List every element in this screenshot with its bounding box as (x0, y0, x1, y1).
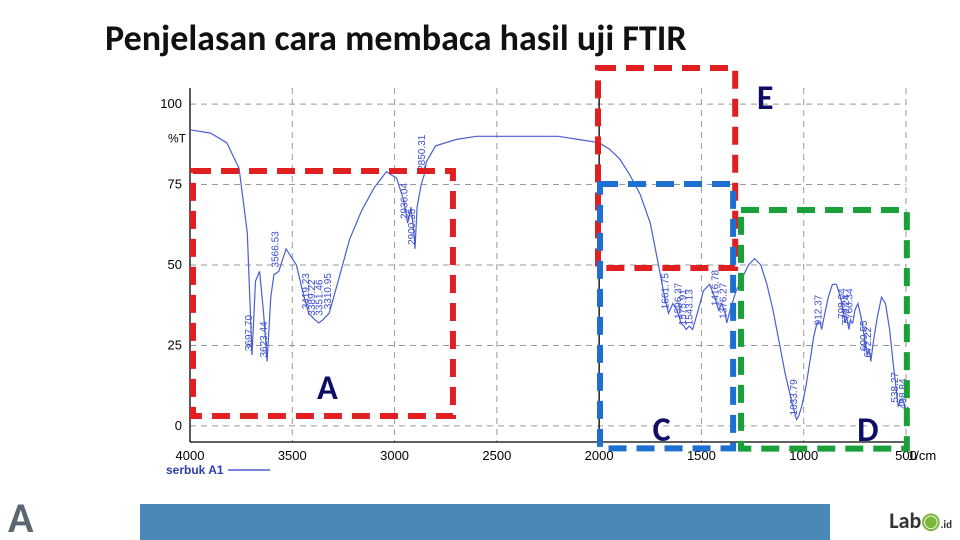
svg-text:4000: 4000 (176, 448, 205, 463)
region-label-E: E (757, 78, 774, 119)
svg-text:3500: 3500 (278, 448, 307, 463)
slide-title: Penjelasan cara membaca hasil uji FTIR (105, 16, 925, 60)
svg-text:0: 0 (175, 418, 182, 433)
svg-text:75: 75 (168, 177, 182, 192)
logo-text-lab: Lab (889, 507, 921, 534)
region-box-D (738, 207, 910, 452)
footer-right-logo: Lab◉.id (889, 507, 952, 534)
region-label-A: A (317, 368, 338, 409)
svg-text:1/cm: 1/cm (908, 448, 936, 463)
svg-text:3000: 3000 (380, 448, 409, 463)
footer-left-text: A (8, 493, 31, 540)
logo-leaf-icon: ◉ (921, 507, 940, 534)
region-label-C: C (653, 410, 671, 451)
footer-bar: A Lab◉.id (0, 496, 960, 540)
svg-text:100: 100 (160, 96, 182, 111)
footer-left-logo: A (0, 496, 140, 540)
svg-text:serbuk A1: serbuk A1 (166, 463, 224, 477)
svg-text:2500: 2500 (482, 448, 511, 463)
svg-text:2850.31: 2850.31 (417, 134, 428, 171)
region-label-D: D (857, 410, 878, 451)
footer-stripe (100, 504, 830, 540)
svg-text:25: 25 (168, 337, 182, 352)
svg-text:50: 50 (168, 257, 182, 272)
svg-text:%T: %T (168, 132, 187, 146)
logo-text-id: .id (940, 518, 952, 531)
